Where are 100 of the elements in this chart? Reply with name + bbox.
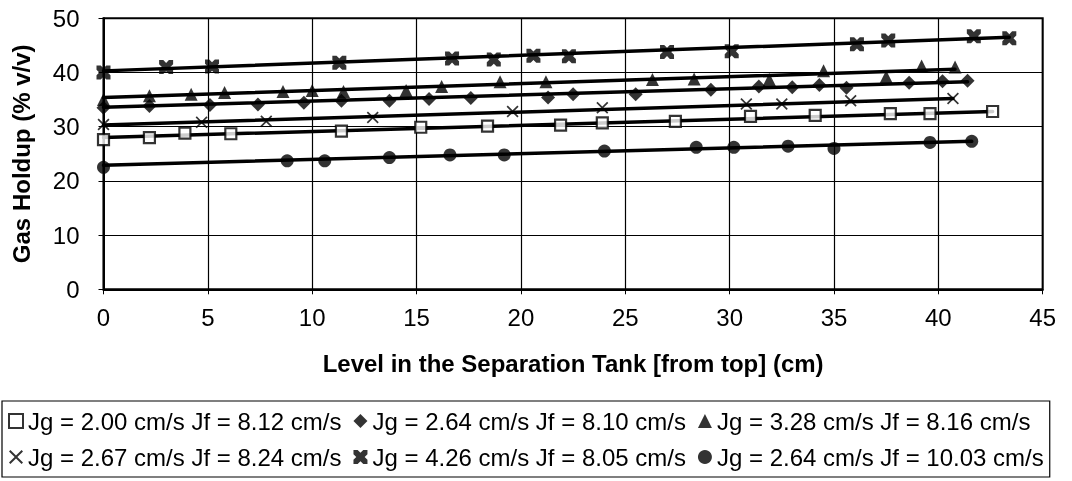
point: [839, 80, 854, 95]
point: [337, 84, 351, 98]
x-tick-label: 45: [1029, 303, 1057, 331]
point: [97, 160, 110, 174]
point: [260, 115, 273, 128]
point: [628, 87, 643, 102]
point: [808, 108, 822, 122]
point: [597, 144, 611, 158]
point: [660, 44, 675, 59]
point: [812, 77, 827, 92]
point: [497, 148, 511, 162]
point: [553, 118, 568, 132]
point: [218, 86, 232, 100]
x-tick-label: 0: [96, 303, 111, 331]
point: [915, 59, 929, 73]
point: [844, 94, 857, 107]
point: [332, 55, 347, 70]
point: [703, 82, 718, 97]
point: [305, 83, 319, 97]
point: [96, 133, 111, 147]
point: [445, 51, 460, 66]
point: [435, 80, 449, 94]
point: [775, 97, 788, 110]
point: [724, 44, 739, 59]
point: [541, 90, 556, 105]
point: [506, 105, 519, 118]
point: [827, 141, 841, 155]
x-axis-title: Level in the Separation Tank [from top] (cm): [322, 349, 824, 377]
legend-label: Jg = 2.00 cm/s Jf = 8.12 cm/s: [28, 407, 342, 435]
x-tick-label: 35: [820, 303, 848, 331]
point: [276, 84, 290, 98]
point: [296, 95, 311, 110]
point: [923, 135, 937, 149]
point: [743, 109, 758, 123]
point: [539, 75, 553, 89]
point: [561, 49, 576, 64]
point: [645, 73, 659, 87]
point: [1002, 31, 1017, 46]
legend-label: Jg = 2.64 cm/s Jf = 10.03 cm/s: [716, 443, 1044, 471]
point: [751, 79, 766, 94]
point: [224, 127, 238, 141]
point: [142, 130, 157, 145]
point: [382, 151, 396, 165]
point: [97, 118, 110, 131]
point: [280, 154, 294, 168]
x-tick-label: 15: [403, 303, 430, 331]
point: [422, 92, 437, 107]
point: [178, 126, 192, 140]
point: [849, 37, 864, 52]
point: [883, 107, 897, 121]
point: [948, 60, 962, 74]
point: [463, 90, 478, 105]
point: [526, 48, 541, 63]
x-tick-label: 5: [201, 303, 215, 331]
point: [443, 148, 457, 162]
y-tick-label: 50: [52, 4, 80, 32]
point: [817, 64, 831, 78]
point: [96, 65, 111, 80]
y-tick-label: 40: [52, 59, 80, 86]
point: [318, 154, 332, 168]
point: [480, 119, 495, 133]
point: [334, 124, 349, 138]
point: [785, 80, 800, 95]
y-axis-title: Gas Holdup (% v/v): [8, 44, 35, 264]
x-tick-label: 20: [507, 303, 535, 331]
point: [881, 33, 896, 48]
point: [689, 140, 703, 154]
point: [596, 101, 609, 114]
point: [966, 29, 981, 44]
x-tick-label: 25: [611, 303, 639, 331]
y-tick-label: 20: [52, 167, 80, 195]
point: [202, 98, 217, 113]
legend-label: Jg = 2.67 cm/s Jf = 8.24 cm/s: [28, 443, 342, 471]
point: [414, 120, 428, 134]
point: [595, 116, 609, 130]
legend-label: Jg = 2.64 cm/s Jf = 8.10 cm/s: [372, 407, 686, 435]
point: [382, 93, 397, 108]
x-tick-label: 40: [924, 303, 952, 331]
y-tick-label: 0: [66, 275, 80, 303]
x-tick-label: 10: [298, 303, 326, 331]
point: [250, 97, 265, 112]
point: [781, 139, 795, 153]
point: [159, 60, 174, 75]
point: [195, 116, 208, 129]
point: [668, 114, 682, 128]
legend-label: Jg = 3.28 cm/s Jf = 8.16 cm/s: [716, 407, 1031, 435]
y-tick-label: 10: [52, 221, 80, 249]
point: [97, 93, 110, 107]
y-tick-label: 30: [52, 113, 80, 141]
point: [902, 75, 917, 90]
point: [960, 73, 975, 88]
point: [687, 72, 701, 86]
point: [142, 89, 156, 103]
point: [566, 87, 581, 102]
point: [399, 83, 413, 97]
point: [727, 140, 741, 154]
point: [935, 74, 950, 89]
point: [986, 104, 1000, 119]
point: [486, 52, 501, 67]
point: [184, 87, 198, 101]
